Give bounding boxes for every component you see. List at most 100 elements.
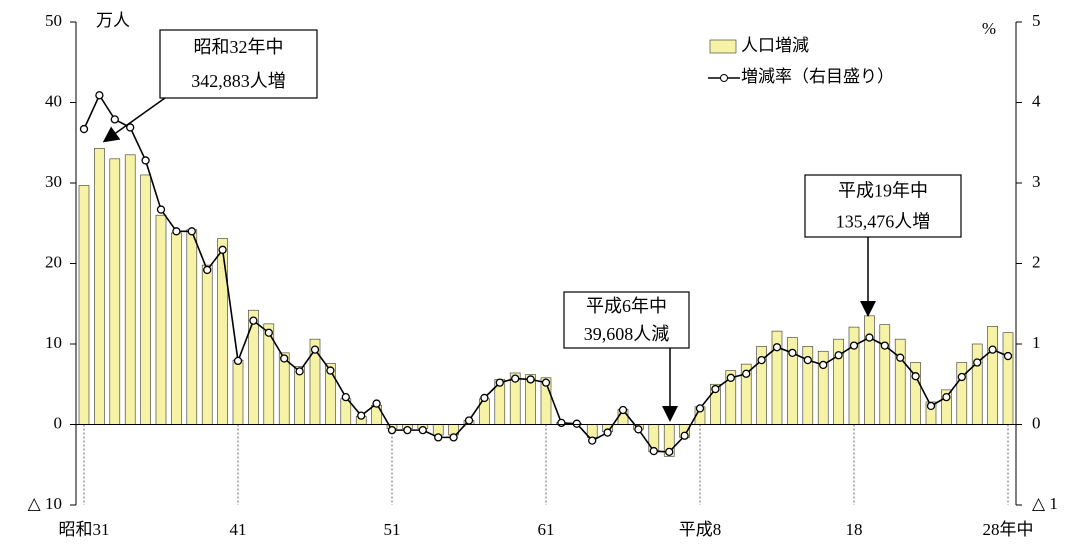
annotation-text: 平成19年中 xyxy=(838,181,928,201)
y-unit: 万人 xyxy=(96,11,130,30)
rate-marker xyxy=(618,405,628,415)
rate-marker xyxy=(79,124,89,134)
rate-marker xyxy=(572,419,581,428)
rate-marker xyxy=(449,433,458,442)
bar xyxy=(124,154,136,425)
y-tick-label: 50 xyxy=(45,11,62,30)
rate-marker xyxy=(803,355,812,365)
rate-marker xyxy=(865,333,874,342)
rate-marker xyxy=(464,416,474,425)
y2-tick-label: 2 xyxy=(1032,252,1041,271)
bar xyxy=(94,148,105,425)
y-tick-label: 40 xyxy=(45,91,62,110)
annotation: 平成19年中 135,476人増 xyxy=(804,174,962,317)
rate-marker xyxy=(511,374,520,383)
rate-marker xyxy=(634,425,643,434)
rate-marker xyxy=(526,375,535,384)
bar xyxy=(1002,332,1014,425)
bar xyxy=(232,359,244,425)
rate-marker xyxy=(264,328,273,337)
rate-marker xyxy=(326,366,335,375)
rate-marker xyxy=(973,358,982,367)
y-tick-label: 10 xyxy=(45,333,62,352)
annotation-box xyxy=(804,174,962,238)
bar xyxy=(140,174,151,425)
x-tick-label: 28年中 xyxy=(983,520,1034,539)
rate-marker xyxy=(172,227,181,236)
y2-tick-label: 5 xyxy=(1032,11,1041,30)
legend-marker xyxy=(720,74,728,82)
y-tick-label: 0 xyxy=(54,413,63,432)
bar xyxy=(171,232,182,425)
annotation: 昭和32年中 342,883人増 xyxy=(102,29,318,143)
bar xyxy=(155,214,167,425)
bar xyxy=(894,338,906,425)
rate-marker xyxy=(772,343,782,352)
x-tick-label: 61 xyxy=(538,520,555,539)
rate-marker xyxy=(280,354,289,363)
annotation-text: 342,883人増 xyxy=(191,71,286,91)
rate-marker xyxy=(588,436,597,445)
rate-marker xyxy=(849,341,859,350)
bar xyxy=(864,315,875,425)
rate-marker xyxy=(757,355,766,365)
rate-marker xyxy=(372,399,381,408)
annotation-box xyxy=(563,291,690,349)
rate-marker xyxy=(218,245,227,254)
rate-marker xyxy=(695,404,705,413)
annotation: 平成6年中 39,608人減 xyxy=(563,291,690,422)
rate-marker xyxy=(665,447,674,457)
annotation-text: 昭和32年中 xyxy=(194,37,284,57)
bar xyxy=(987,325,998,425)
y-tick-label: △ 10 xyxy=(28,494,62,513)
rate-marker xyxy=(233,356,243,366)
bar xyxy=(956,362,968,425)
rate-marker xyxy=(742,369,751,378)
bar xyxy=(971,343,983,425)
x-tick-label: 平成8 xyxy=(679,520,722,539)
legend-label: 増減率（右目盛り） xyxy=(741,67,894,86)
annotation-text: 39,608人減 xyxy=(584,324,670,344)
y-tick-label: 20 xyxy=(45,252,62,271)
rate-marker xyxy=(249,316,258,325)
rate-marker xyxy=(418,425,427,435)
rate-marker xyxy=(387,425,397,435)
bar xyxy=(586,424,598,438)
rate-marker xyxy=(495,378,504,387)
rate-marker xyxy=(310,345,320,354)
rate-marker xyxy=(557,418,566,428)
rate-marker xyxy=(819,360,828,370)
x-tick-label: 41 xyxy=(230,520,247,539)
annotation-text: 平成6年中 xyxy=(586,296,667,316)
rate-marker xyxy=(141,156,150,165)
x-tick-label: 昭和31 xyxy=(59,520,110,539)
annotation-box xyxy=(159,29,318,99)
bar xyxy=(217,238,228,425)
y2-tick-label: 1 xyxy=(1032,333,1041,352)
bar xyxy=(186,229,198,425)
y2-tick-label: 4 xyxy=(1032,91,1041,110)
rate-marker xyxy=(357,411,366,420)
y2-tick-label: 3 xyxy=(1032,172,1041,191)
rate-marker xyxy=(480,393,489,403)
rate-marker xyxy=(726,373,735,382)
bar xyxy=(78,185,90,425)
rate-marker xyxy=(341,392,350,402)
bar xyxy=(278,352,290,425)
rate-marker xyxy=(788,348,797,358)
rate-marker xyxy=(834,351,843,360)
rate-marker xyxy=(603,428,612,437)
annotation-text: 135,476人増 xyxy=(836,212,931,232)
x-tick-label: 18 xyxy=(846,520,863,539)
rate-marker xyxy=(988,345,997,354)
rate-marker xyxy=(95,91,104,100)
rate-marker xyxy=(880,341,889,350)
rate-marker xyxy=(434,433,443,442)
rate-marker xyxy=(126,123,135,132)
rate-marker xyxy=(926,401,936,411)
x-tick-label: 51 xyxy=(384,520,401,539)
rate-marker xyxy=(711,384,720,394)
rate-marker xyxy=(295,367,304,376)
y2-unit: % xyxy=(982,19,996,38)
